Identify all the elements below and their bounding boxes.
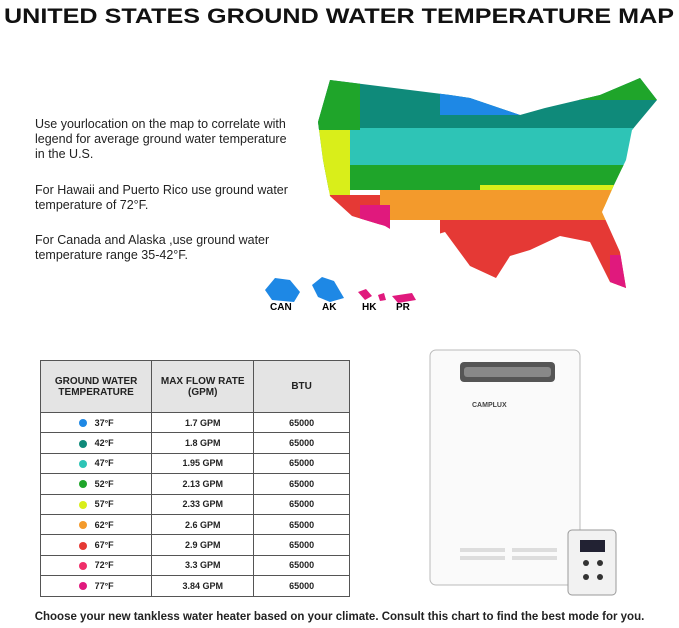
brand: CAMPLUX [472, 402, 507, 409]
table-row: 77°F 3.84 GPM 65000 [39, 575, 350, 597]
table-cell: 1.7 GPM [151, 411, 255, 434]
intro-text: For Canada and Alaska ,use ground water … [35, 233, 270, 262]
cell-text: 42°F [94, 438, 114, 449]
table-cell: 37°F [39, 411, 153, 434]
table-cell: 65000 [253, 473, 350, 495]
map-label: HK [362, 302, 377, 313]
table-row: 62°F 2.6 GPM 65000 [39, 513, 350, 536]
table-cell: 72°F [39, 554, 153, 577]
table-cell: 1.95 GPM [151, 452, 255, 475]
map-label: CAN [270, 302, 292, 313]
color-dot [78, 419, 87, 428]
color-dot [78, 562, 87, 571]
cell-text: 65000 [289, 519, 315, 530]
column-header: BTU [253, 360, 350, 413]
table-cell: 65000 [253, 534, 350, 556]
cell-text: 65000 [289, 458, 315, 469]
color-dot [78, 460, 87, 469]
table-cell: 65000 [253, 452, 350, 475]
table-cell: 1.8 GPM [151, 432, 255, 454]
cell-text: 72°F [94, 560, 114, 571]
cell-text: 65000 [289, 478, 315, 489]
table-cell: 65000 [253, 513, 350, 536]
table-cell: 47°F [39, 452, 153, 475]
cell-text: 65000 [289, 540, 315, 551]
color-dot [78, 582, 87, 591]
table-cell: 2.33 GPM [151, 493, 255, 515]
column-header: MAX FLOW RATE (GPM) [151, 360, 255, 413]
table-cell: 65000 [253, 575, 350, 597]
table-row: 47°F 1.95 GPM 65000 [39, 452, 350, 475]
color-dot [78, 541, 87, 550]
map [265, 78, 657, 303]
table-row: 67°F 2.9 GPM 65000 [39, 534, 350, 556]
cell-text: 2.6 GPM [184, 519, 221, 530]
cell-text: 65000 [289, 580, 315, 591]
cell-text: 65000 [289, 417, 315, 428]
map-label: AK [322, 302, 337, 313]
cell-text: 1.95 GPM [182, 458, 223, 469]
cell-text: 65000 [289, 438, 315, 449]
table-cell: 67°F [39, 534, 153, 556]
map-label: PR [396, 302, 410, 313]
product-image: CAMPLUX [429, 349, 617, 596]
cell-text: 1.8 GPM [184, 438, 221, 449]
title-box: UNITED STATES GROUND WATER TEMPERATURE M… [4, 5, 674, 28]
cell-text: 52°F [94, 478, 114, 489]
color-dot [78, 480, 87, 489]
intro-text: Use yourlocation on the map to correlate… [35, 117, 287, 161]
cell-text: 3.3 GPM [184, 560, 221, 571]
table-cell: 65000 [253, 432, 350, 454]
cell-text: 2.13 GPM [182, 478, 223, 489]
cell-text: 65000 [289, 499, 315, 510]
table-cell: 2.6 GPM [151, 513, 255, 536]
cell-text: 47°F [94, 458, 114, 469]
table-cell: 3.3 GPM [151, 554, 255, 577]
table-cell: 57°F [39, 493, 153, 515]
table-cell: 77°F [39, 575, 153, 597]
table-cell: 52°F [39, 473, 153, 495]
cell-text: 2.33 GPM [182, 499, 223, 510]
cell-text: 1.7 GPM [184, 417, 221, 428]
table-row: 72°F 3.3 GPM 65000 [39, 554, 350, 577]
title: UNITED STATES GROUND WATER TEMPERATURE M… [4, 5, 674, 28]
color-dot [78, 439, 87, 448]
table-cell: 65000 [253, 554, 350, 577]
color-dot [78, 521, 87, 530]
flow-table: GROUND WATER TEMPERATURE MAX FLOW RATE (G… [39, 360, 350, 597]
table-row: 42°F 1.8 GPM 65000 [39, 432, 350, 454]
cell-text: 62°F [94, 519, 114, 530]
cell-text: 37°F [94, 417, 114, 428]
table-row: 52°F 2.13 GPM 65000 [39, 473, 350, 495]
cell-text: 3.84 GPM [182, 580, 223, 591]
cell-text: 57°F [94, 499, 114, 510]
table-cell: 3.84 GPM [151, 575, 255, 597]
table-row: 37°F 1.7 GPM 65000 [39, 411, 350, 434]
cell-text: 77°F [94, 580, 114, 591]
table-row: 57°F 2.33 GPM 65000 [39, 493, 350, 515]
intro-text: For Hawaii and Puerto Rico use ground wa… [35, 183, 288, 212]
table-cell: 42°F [39, 432, 153, 454]
footer: Choose your new tankless water heater ba… [34, 611, 645, 623]
table-cell: 65000 [253, 411, 350, 434]
column-header: GROUND WATER TEMPERATURE [39, 360, 153, 413]
table-cell: 62°F [39, 513, 153, 536]
map-zones [318, 78, 657, 288]
table-cell: 2.9 GPM [151, 534, 255, 556]
cell-text: 67°F [94, 540, 114, 551]
cell-text: 2.9 GPM [184, 540, 221, 551]
table-cell: 2.13 GPM [151, 473, 255, 495]
cell-text: 65000 [289, 560, 315, 571]
table-cell: 65000 [253, 493, 350, 515]
color-dot [78, 500, 87, 509]
